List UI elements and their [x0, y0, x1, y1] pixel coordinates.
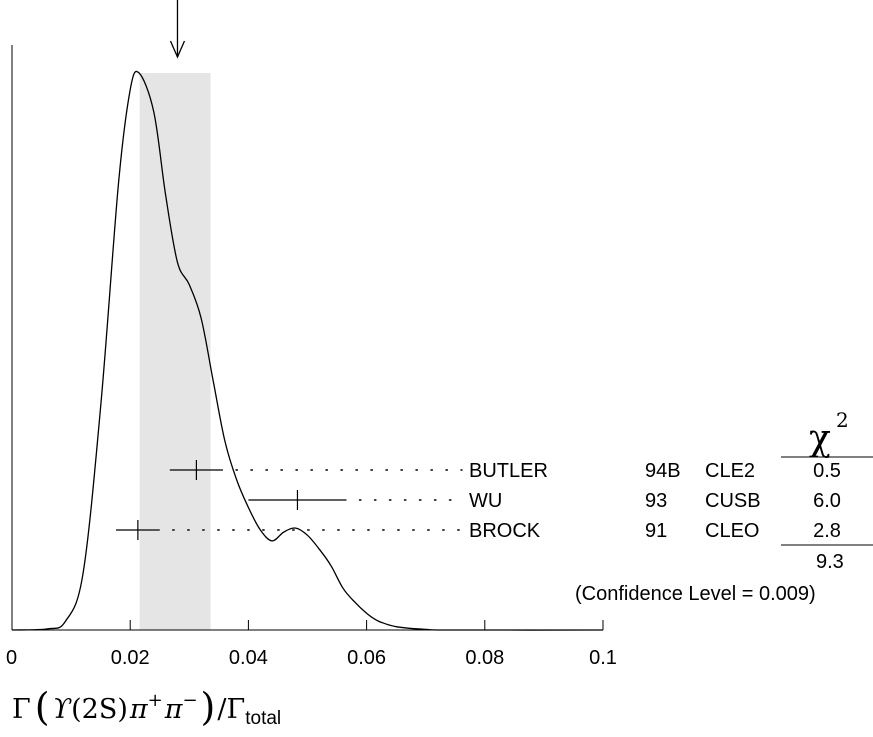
measurement-author: WU: [469, 490, 502, 512]
x-tick-label: 0.1: [589, 647, 617, 669]
average-arrow: [169, 0, 186, 59]
xlabel-total: total: [245, 708, 281, 729]
measurement-author: BUTLER: [469, 460, 548, 482]
measurement-chi2: 6.0: [813, 490, 841, 512]
chi2-total: 9.3: [816, 551, 844, 573]
measurement-year: 94B: [645, 460, 681, 482]
x-tick-label: 0: [6, 647, 17, 669]
chi2-header: χ 2: [809, 408, 849, 459]
measurement-year: 91: [645, 520, 667, 542]
xlabel-state: (2S): [71, 694, 128, 725]
x-tick-label: 0.04: [229, 647, 268, 669]
measurement-chi2: 0.5: [813, 460, 841, 482]
xlabel-minus: −: [182, 690, 197, 711]
ideogram-curve: [11, 70, 604, 631]
xlabel-pi-plus: π: [129, 694, 149, 725]
measurement-row: WU 93 CUSB 6.0: [248, 490, 841, 512]
average-band: [139, 73, 211, 630]
xlabel-close-paren: ): [201, 685, 216, 729]
measurements: BUTLER 94B CLE2 0.5 WU 93 CUSB 6.0 BROCK 91 CLEO 2.…: [116, 460, 841, 542]
x-tick-label: 0.02: [111, 647, 150, 669]
x-tick-label: 0.08: [465, 647, 504, 669]
x-axis-ticks: 0 0.02 0.04 0.06 0.08 0.1: [6, 620, 617, 669]
measurement-row: BUTLER 94B CLE2 0.5: [169, 460, 841, 482]
xlabel-plus: +: [148, 690, 163, 711]
xlabel-gamma: Γ: [12, 694, 31, 725]
x-tick-label: 0.06: [347, 647, 386, 669]
xlabel-open-paren: (: [35, 685, 50, 729]
measurement-year: 93: [645, 490, 667, 512]
arrow-head: [169, 40, 186, 59]
measurement-author: BROCK: [469, 520, 541, 542]
measurement-row: BROCK 91 CLEO 2.8: [116, 520, 841, 542]
measurement-experiment: CLEO: [705, 520, 759, 542]
chi2-exponent: 2: [836, 408, 849, 432]
xlabel-slash-gamma: /Γ: [217, 694, 245, 725]
measurement-experiment: CUSB: [705, 490, 761, 512]
measurement-experiment: CLE2: [705, 460, 755, 482]
measurement-chi2: 2.8: [813, 520, 841, 542]
chi2-symbol: χ: [809, 418, 831, 459]
xlabel-pi-minus: π: [164, 694, 184, 725]
confidence-level: (Confidence Level = 0.009): [575, 583, 816, 605]
xlabel-upsilon: ϒ: [53, 694, 73, 725]
x-axis-label: Γ(ϒ(2S)π+π−)/Γtotal: [12, 685, 281, 729]
